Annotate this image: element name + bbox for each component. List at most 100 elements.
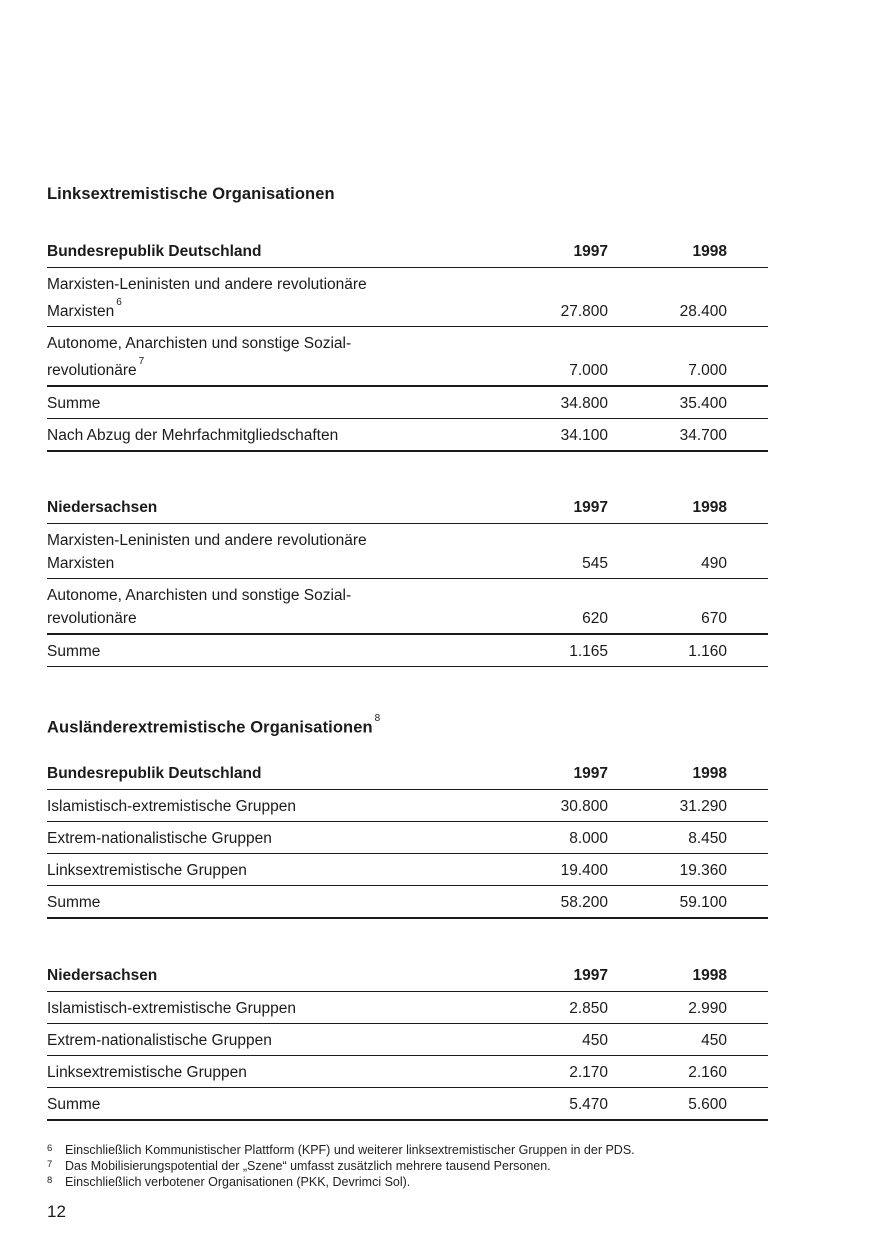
- footnote-7: 7 Das Mobilisierungspotential der „Szene…: [47, 1158, 768, 1174]
- column-header-1998: 1998: [692, 499, 727, 517]
- section-heading-text: Ausländerextremistische Organisationen: [47, 718, 373, 737]
- value-1997: 30.800: [560, 797, 608, 815]
- column-header-1997: 1997: [573, 499, 608, 517]
- table-row: Linksextremistische Gruppen 19.400 19.36…: [47, 854, 768, 886]
- table-region-title: Bundesrepublik Deutschland: [47, 764, 262, 782]
- column-header-1997: 1997: [573, 966, 608, 984]
- table-row: Nach Abzug der Mehrfachmitgliedschaften …: [47, 419, 768, 453]
- table-header-row: Bundesrepublik Deutschland 1997 1998: [47, 240, 768, 268]
- table-row-summe: Summe 58.200 59.100: [47, 886, 768, 919]
- row-label: Autonome, Anarchisten und sonstige Sozia…: [47, 584, 493, 630]
- row-label: Autonome, Anarchisten und sonstige Sozia…: [47, 332, 493, 382]
- value-1997: 34.100: [560, 427, 608, 445]
- table-row: Marxisten-Leninisten und andere revoluti…: [47, 268, 768, 328]
- table-region-title: Bundesrepublik Deutschland: [47, 243, 262, 260]
- page-content: Linksextremistische Organisationen Bunde…: [47, 0, 768, 1222]
- table-links-bund: Bundesrepublik Deutschland 1997 1998 Mar…: [47, 240, 768, 453]
- table-row-summe: Summe 34.800 35.400: [47, 387, 768, 420]
- section-heading-linksextremistische: Linksextremistische Organisationen: [47, 185, 335, 203]
- table-row: Islamistisch-extremistische Gruppen 2.85…: [47, 992, 768, 1024]
- table-row: Linksextremistische Gruppen 2.170 2.160: [47, 1056, 768, 1088]
- value-1998: 5.600: [688, 1095, 727, 1113]
- table-row-summe: Summe 1.165 1.160: [47, 635, 768, 668]
- row-label: Islamistisch-extremistische Gruppen: [47, 797, 296, 815]
- table-region-title: Niedersachsen: [47, 966, 158, 984]
- row-label: Extrem-nationalistische Gruppen: [47, 1031, 272, 1049]
- value-1997: 450: [582, 1031, 608, 1049]
- row-label-line2: Marxisten: [47, 303, 115, 321]
- value-1997: 620: [582, 610, 608, 628]
- row-label-line2: Marxisten: [47, 555, 115, 573]
- footnote-text: Einschließlich verbotener Organisationen…: [65, 1174, 411, 1189]
- value-1997: 5.470: [569, 1095, 608, 1113]
- table-region-title: Niedersachsen: [47, 499, 158, 517]
- column-header-1998: 1998: [692, 243, 727, 260]
- footnote-8: 8 Einschließlich verbotener Organisation…: [47, 1174, 768, 1190]
- footnote-ref-6: 6: [116, 297, 122, 308]
- footnote-marker: 6: [47, 1142, 53, 1154]
- table-auslaender-bund: Bundesrepublik Deutschland 1997 1998 Isl…: [47, 762, 768, 919]
- table-row: Islamistisch-extremistische Gruppen 30.8…: [47, 790, 768, 822]
- table-header-row: Bundesrepublik Deutschland 1997 1998: [47, 762, 768, 790]
- footnote-text: Einschließlich Kommunistischer Plattform…: [65, 1142, 635, 1157]
- value-1997: 58.200: [560, 893, 608, 911]
- table-row: Extrem-nationalistische Gruppen 450 450: [47, 1024, 768, 1056]
- value-1997: 8.000: [569, 829, 608, 847]
- table-header-row: Niedersachsen 1997 1998: [47, 496, 768, 525]
- page-number: 12: [47, 1201, 66, 1221]
- footnote-marker: 8: [47, 1174, 53, 1186]
- value-1998: 19.360: [679, 861, 727, 879]
- table-row: Marxisten-Leninisten und andere revoluti…: [47, 524, 768, 580]
- table-header-row: Niedersachsen 1997 1998: [47, 964, 768, 992]
- footnote-6: 6 Einschließlich Kommunistischer Plattfo…: [47, 1142, 768, 1158]
- row-label: Linksextremistische Gruppen: [47, 861, 247, 879]
- value-1997: 27.800: [560, 303, 608, 321]
- value-1998: 2.990: [688, 999, 727, 1017]
- value-1998: 2.160: [688, 1063, 727, 1081]
- footnote-ref-8: 8: [374, 713, 381, 725]
- value-1998: 59.100: [679, 893, 727, 911]
- value-1997: 7.000: [569, 362, 608, 380]
- value-1998: 490: [701, 555, 727, 573]
- column-header-1997: 1997: [573, 243, 608, 260]
- column-header-1997: 1997: [573, 764, 608, 782]
- value-1997: 34.800: [560, 395, 608, 413]
- row-label: Summe: [47, 643, 101, 661]
- row-label: Summe: [47, 1095, 101, 1113]
- table-row: Extrem-nationalistische Gruppen 8.000 8.…: [47, 822, 768, 854]
- value-1998: 35.400: [679, 395, 727, 413]
- row-label: Extrem-nationalistische Gruppen: [47, 829, 272, 847]
- table-row: Autonome, Anarchisten und sonstige Sozia…: [47, 579, 768, 636]
- row-label: Marxisten-Leninisten und andere revoluti…: [47, 529, 493, 575]
- row-label: Summe: [47, 395, 101, 413]
- row-label: Linksextremistische Gruppen: [47, 1063, 247, 1081]
- row-label: Marxisten-Leninisten und andere revoluti…: [47, 273, 493, 323]
- row-label-line2: revolutionäre: [47, 362, 137, 380]
- table-row-summe: Summe 5.470 5.600: [47, 1088, 768, 1121]
- row-label-line2: revolutionäre: [47, 610, 137, 628]
- footnote-marker: 7: [47, 1158, 53, 1170]
- value-1998: 31.290: [679, 797, 727, 815]
- row-label-line1: Autonome, Anarchisten und sonstige Sozia…: [47, 587, 352, 605]
- value-1998: 1.160: [688, 643, 727, 661]
- value-1998: 670: [701, 610, 727, 628]
- row-label-line1: Marxisten-Leninisten und andere revoluti…: [47, 276, 367, 293]
- value-1997: 2.850: [569, 999, 608, 1017]
- value-1998: 8.450: [688, 829, 727, 847]
- footnote-ref-7: 7: [138, 356, 145, 368]
- row-label-line1: Marxisten-Leninisten und andere revoluti…: [47, 532, 367, 550]
- table-links-niedersachsen: Niedersachsen 1997 1998 Marxisten-Lenini…: [47, 496, 768, 668]
- row-label: Islamistisch-extremistische Gruppen: [47, 999, 296, 1017]
- row-label: Summe: [47, 893, 101, 911]
- value-1998: 7.000: [688, 362, 727, 380]
- table-auslaender-niedersachsen: Niedersachsen 1997 1998 Islamistisch-ext…: [47, 964, 768, 1121]
- value-1997: 19.400: [560, 861, 608, 879]
- column-header-1998: 1998: [692, 966, 727, 984]
- value-1998: 450: [701, 1031, 727, 1049]
- value-1997: 2.170: [569, 1063, 608, 1081]
- section-heading-auslaenderextremistische: Ausländerextremistische Organisationen 8: [47, 713, 768, 737]
- value-1997: 545: [582, 555, 608, 573]
- row-label: Nach Abzug der Mehrfachmitgliedschaften: [47, 427, 339, 445]
- table-row: Autonome, Anarchisten und sonstige Sozia…: [47, 327, 768, 388]
